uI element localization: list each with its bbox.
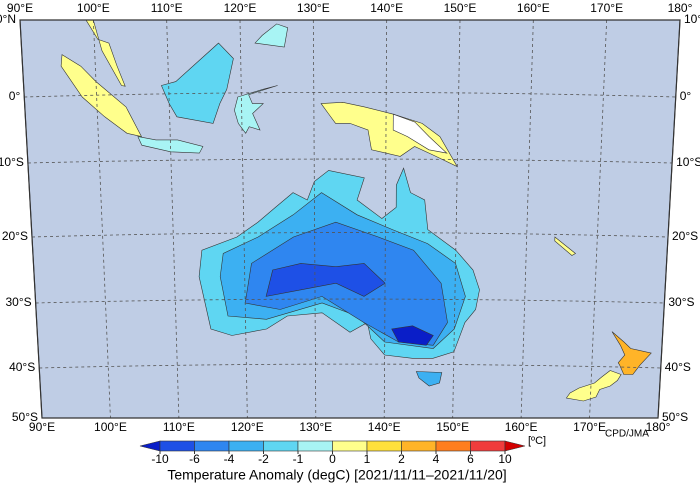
- colorbar-end: [139, 440, 161, 452]
- colorbar-title: Temperature Anomaly (degC) [2021/11/11–2…: [167, 467, 506, 483]
- meridian: [239, 19, 248, 419]
- colorbar-segment: [366, 440, 402, 452]
- right-lat-label: 30°S: [668, 295, 694, 309]
- bottom-lon-label: 90°E: [29, 420, 55, 434]
- new-guinea: [320, 101, 459, 168]
- meridian: [312, 19, 317, 419]
- top-lon-label: 120°E: [224, 1, 257, 15]
- top-lon-label: 140°E: [370, 1, 403, 15]
- top-lon-label: 130°E: [297, 1, 330, 15]
- colorbar-segment: [228, 440, 264, 452]
- mindanao: [254, 23, 289, 48]
- left-lat-label: 10°N: [0, 12, 16, 26]
- colorbar-segment: [470, 440, 506, 452]
- colorbar-tick-label: -10: [151, 452, 169, 466]
- bottom-lon-label: 120°E: [231, 420, 264, 434]
- colorbar-tick-label: 0: [329, 452, 336, 466]
- colorbar-tick-label: 4: [433, 452, 440, 466]
- frame: [19, 19, 681, 419]
- bottom-lon-label: 150°E: [436, 420, 469, 434]
- right-lat-label: 10°S: [676, 155, 700, 169]
- land: [60, 19, 652, 402]
- right-lat-label: 20°S: [672, 229, 698, 243]
- nz-north: [611, 331, 652, 375]
- graticule: [24, 19, 676, 419]
- colorbar-tick-label: 2: [398, 452, 405, 466]
- parallel: [27, 158, 673, 164]
- new-guinea-anomaly: [392, 113, 448, 154]
- colorbar-tick-label: -6: [189, 452, 200, 466]
- meridian: [92, 19, 111, 419]
- malay-peninsula: [85, 19, 126, 87]
- left-lat-label: 10°S: [0, 155, 24, 169]
- left-lat-label: 40°S: [9, 360, 35, 374]
- right-lat-label: 0°: [680, 89, 692, 103]
- sumatra: [60, 54, 143, 138]
- colorbar-tick-label: 1: [364, 452, 371, 466]
- colorbar-end: [504, 440, 526, 452]
- australia-anomaly: [391, 325, 434, 346]
- bottom-lon-label: 170°E: [573, 420, 606, 434]
- parallel: [24, 91, 676, 98]
- bottom-lon-label: 130°E: [299, 420, 332, 434]
- meridian: [452, 19, 461, 419]
- top-lon-label: 170°E: [590, 1, 623, 15]
- meridian: [166, 19, 180, 419]
- colorbar-tick-label: 10: [498, 452, 512, 466]
- australia-anomaly: [265, 263, 386, 297]
- colorbar-segment: [332, 440, 368, 452]
- meridian: [383, 19, 388, 419]
- colorbar-segment: [435, 440, 471, 452]
- colorbar-segment: [159, 440, 195, 452]
- credit: CPD/JMA: [605, 429, 649, 440]
- colorbar-tick-label: -4: [224, 452, 235, 466]
- top-lon-label: 110°E: [151, 1, 183, 15]
- tasmania: [415, 371, 443, 387]
- bottom-lon-label: 100°E: [94, 420, 127, 434]
- top-lon-label: 100°E: [77, 1, 110, 15]
- meridian: [589, 19, 608, 419]
- colorbar-segment: [194, 440, 230, 452]
- parallel: [35, 298, 665, 304]
- left-lat-label: 20°S: [2, 229, 28, 243]
- bottom-lon-label: 160°E: [505, 420, 538, 434]
- top-lon-label: 160°E: [517, 1, 550, 15]
- parallel: [39, 363, 661, 369]
- left-lat-label: 30°S: [5, 295, 31, 309]
- new-caledonia: [554, 236, 577, 256]
- bottom-lon-label: 180°: [646, 420, 671, 434]
- bottom-lon-label: 140°E: [368, 420, 401, 434]
- right-lat-label: 50°S: [662, 410, 688, 424]
- sulawesi: [234, 85, 278, 134]
- colorbar-unit: [ºC]: [528, 435, 546, 447]
- right-lat-label: 40°S: [665, 360, 691, 374]
- colorbar-segment: [401, 440, 437, 452]
- colorbar-tick-label: 6: [467, 452, 474, 466]
- colorbar-segment: [263, 440, 299, 452]
- left-lat-label: 50°S: [12, 410, 38, 424]
- parallel: [31, 232, 669, 238]
- borneo: [160, 42, 234, 124]
- top-lon-label: 90°E: [7, 1, 33, 15]
- colorbar-tick-label: -1: [293, 452, 304, 466]
- colorbar-segment: [297, 440, 333, 452]
- java: [137, 136, 204, 154]
- top-lon-label: 150°E: [444, 1, 477, 15]
- left-lat-label: 0°: [9, 89, 21, 103]
- nz-south: [565, 370, 622, 402]
- bottom-lon-label: 110°E: [163, 420, 195, 434]
- colorbar-tick-label: -2: [258, 452, 269, 466]
- right-lat-label: 10°N: [684, 12, 700, 26]
- meridian: [520, 19, 534, 419]
- top-lon-label: 180°: [668, 1, 693, 15]
